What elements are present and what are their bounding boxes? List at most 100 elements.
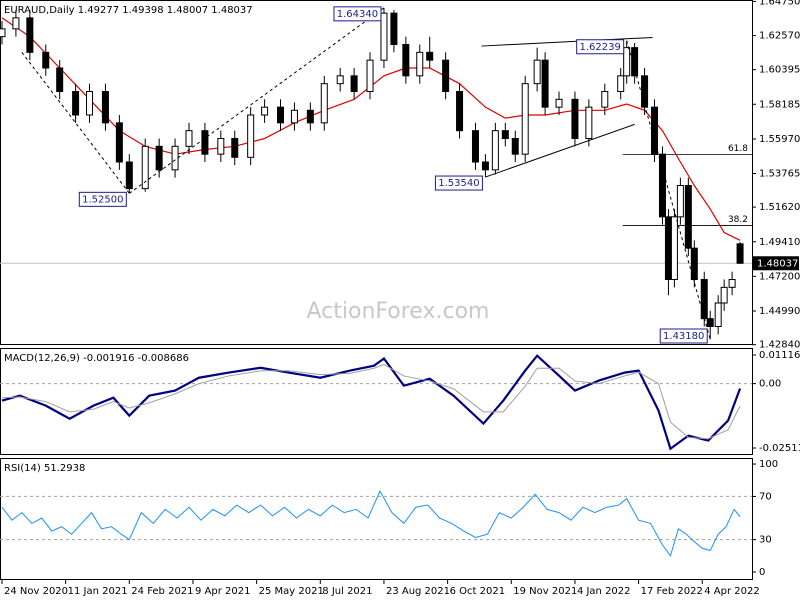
y-tick-label: 1.49410 bbox=[759, 237, 800, 248]
candle-body bbox=[706, 318, 714, 328]
candle-body bbox=[277, 106, 285, 124]
candle-body bbox=[631, 47, 639, 77]
candle-body bbox=[12, 17, 20, 30]
x-tick-label: 6 Oct 2021 bbox=[450, 586, 505, 597]
candle-body bbox=[521, 83, 529, 155]
panel-title: EURAUD,Daily 1.49277 1.49398 1.48007 1.4… bbox=[4, 5, 253, 16]
last-price-tag bbox=[753, 256, 799, 271]
x-tick-label: 9 Apr 2021 bbox=[195, 586, 250, 597]
candle-body bbox=[86, 90, 94, 116]
y-tick-label: 1.42840 bbox=[759, 340, 800, 351]
candle-body bbox=[690, 247, 698, 281]
y-tick-label: 1.60395 bbox=[759, 65, 800, 76]
x-tick-label: 11 Jan 2021 bbox=[68, 586, 128, 597]
candle-body bbox=[101, 90, 109, 124]
candle-body bbox=[155, 145, 163, 171]
x-tick-label: 4 Jan 2022 bbox=[577, 586, 631, 597]
x-tick-label: 23 Aug 2021 bbox=[386, 586, 450, 597]
candle-body bbox=[26, 17, 34, 53]
candle-body bbox=[641, 75, 649, 108]
price-label-box bbox=[659, 328, 708, 344]
candle-body bbox=[350, 75, 358, 92]
indicator-line bbox=[1, 489, 741, 557]
candle-body bbox=[416, 51, 424, 77]
indicator-line bbox=[1, 363, 741, 440]
y-tick-label: 100 bbox=[759, 459, 778, 470]
y-tick-label: 1.58185 bbox=[759, 99, 800, 110]
candle-body bbox=[336, 75, 344, 85]
y-tick-label: 1.47200 bbox=[759, 271, 800, 282]
candle-body bbox=[720, 286, 728, 304]
candle-body bbox=[617, 75, 625, 92]
panel-title: MACD(12,26,9) -0.001916 -0.008686 bbox=[4, 353, 189, 364]
fib-label: 38.2 bbox=[728, 215, 748, 225]
candle-body bbox=[426, 51, 434, 61]
y-tick-label: 1.51620 bbox=[759, 202, 800, 213]
candle-body bbox=[247, 114, 255, 158]
candle-body bbox=[714, 302, 722, 328]
price-label-box bbox=[576, 39, 625, 55]
candle-body bbox=[402, 43, 410, 77]
panel-title: RSI(14) 51.2938 bbox=[4, 463, 85, 474]
y-tick-label: 0.011168 bbox=[759, 350, 800, 361]
y-tick-label: -0.025117 bbox=[759, 443, 800, 454]
x-tick-label: 24 Nov 2020 bbox=[4, 586, 68, 597]
candle-body bbox=[670, 216, 678, 281]
candle-body bbox=[511, 138, 519, 155]
candle-body bbox=[125, 161, 133, 190]
candle-body bbox=[664, 216, 672, 281]
candle-body bbox=[56, 67, 64, 92]
candle-body bbox=[658, 153, 666, 218]
price-label-box bbox=[78, 191, 127, 207]
candle-body bbox=[42, 51, 50, 69]
candle-body bbox=[585, 106, 593, 140]
candle-body bbox=[491, 130, 499, 171]
price-label-box bbox=[434, 175, 483, 191]
candle-body bbox=[115, 122, 123, 163]
candle-body bbox=[456, 90, 464, 132]
candle-body bbox=[501, 130, 509, 140]
y-tick-label: 70 bbox=[759, 491, 772, 502]
y-tick-label: 1.64750 bbox=[759, 0, 800, 7]
panel-frame bbox=[0, 458, 753, 580]
candle-body bbox=[320, 83, 328, 124]
y-tick-label: 1.53765 bbox=[759, 169, 800, 180]
candle-body bbox=[380, 12, 388, 61]
y-tick-label: 1.62570 bbox=[759, 31, 800, 42]
trendline bbox=[481, 36, 653, 47]
last-price-label: 1.48037 bbox=[757, 258, 798, 269]
fib-label: 61.8 bbox=[728, 144, 748, 154]
panel-frame bbox=[0, 348, 753, 455]
candle-body bbox=[231, 138, 239, 158]
trendline bbox=[626, 40, 711, 340]
x-tick-label: 17 Feb 2022 bbox=[641, 586, 703, 597]
x-tick-label: 19 Nov 2021 bbox=[513, 586, 577, 597]
candle-body bbox=[651, 106, 659, 155]
x-tick-label: 8 Jul 2021 bbox=[322, 586, 372, 597]
x-tick-label: 25 May 2021 bbox=[259, 586, 324, 597]
candle-body bbox=[185, 130, 193, 147]
candle-body bbox=[306, 109, 314, 124]
y-tick-label: 1.44990 bbox=[759, 306, 800, 317]
candle-body bbox=[623, 47, 631, 77]
price-label: 1.62239 bbox=[579, 42, 620, 53]
candle-body bbox=[366, 59, 374, 92]
candle-body bbox=[217, 138, 225, 155]
candle-body bbox=[533, 59, 541, 85]
price-label: 1.53540 bbox=[438, 178, 479, 189]
trendline bbox=[485, 123, 635, 178]
candle-body bbox=[684, 185, 692, 249]
y-tick-label: 0 bbox=[759, 567, 765, 578]
candle-body bbox=[676, 185, 684, 218]
candle-body bbox=[471, 130, 479, 163]
y-tick-label: 1.55970 bbox=[759, 134, 800, 145]
candle-body bbox=[736, 243, 744, 264]
indicator-line bbox=[1, 354, 742, 451]
watermark: ActionForex.com bbox=[307, 299, 490, 324]
candle-body bbox=[201, 130, 209, 155]
candle-body bbox=[481, 161, 489, 171]
candle-body bbox=[555, 98, 563, 108]
x-tick-label: 4 Apr 2022 bbox=[704, 586, 759, 597]
